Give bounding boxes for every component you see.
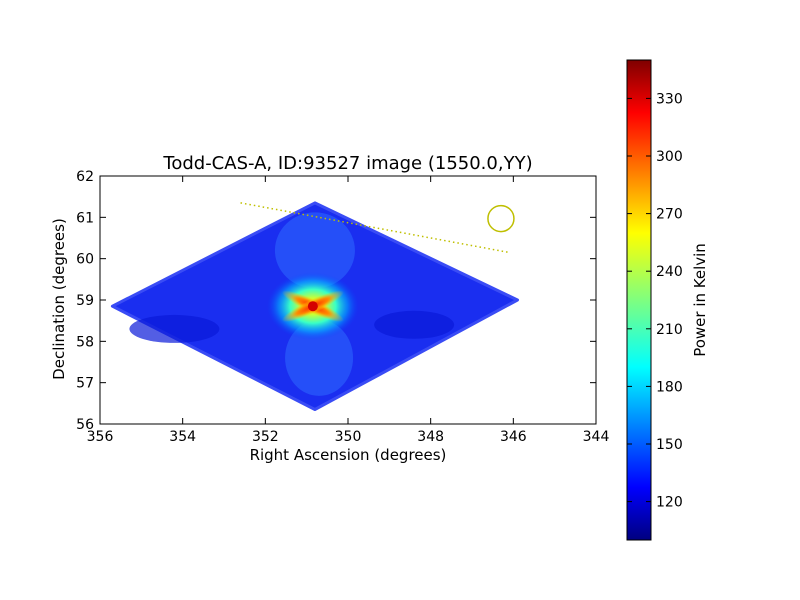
- y-tick-label: 62: [76, 169, 94, 185]
- low-power-region: [129, 314, 220, 343]
- low-power-region: [374, 310, 455, 339]
- y-tick-label: 59: [76, 293, 94, 309]
- colorbar-tick-label: 180: [656, 379, 683, 395]
- colorbar-ticks: 120 150 180 210 240 270 300 330: [627, 91, 683, 511]
- heatmap-image: [110, 201, 519, 411]
- sidelobe-region: [274, 212, 355, 289]
- colorbar-tick-label: 240: [656, 264, 683, 280]
- beam-circle: [487, 204, 515, 233]
- colorbar-tick-label: 270: [656, 207, 683, 223]
- x-tick-label: 352: [252, 429, 279, 445]
- y-tick-label: 56: [76, 417, 94, 433]
- colorbar-tick-label: 150: [656, 437, 683, 453]
- colorbar-tick-label: 120: [656, 495, 683, 511]
- source-peak: [307, 301, 318, 312]
- chart-title: Todd-CAS-A, ID:93527 image (1550.0,YY): [162, 153, 532, 174]
- colorbar-gradient: [626, 59, 652, 541]
- colorbar-tick-label: 300: [656, 149, 683, 165]
- x-tick-label: 354: [169, 429, 196, 445]
- x-tick-label: 346: [500, 429, 527, 445]
- y-tick-label: 60: [76, 252, 94, 268]
- x-axis: 356 354 352 350 348 346 344: [87, 176, 610, 445]
- x-tick-label: 350: [335, 429, 362, 445]
- colorbar: 120 150 180 210 240 270 300 330 Power in Kelvin: [626, 59, 709, 541]
- y-axis: 56 57 58 59 60 61 62: [76, 169, 596, 433]
- horizon-line: [240, 202, 510, 254]
- x-tick-label: 348: [417, 429, 444, 445]
- colorbar-tick-label: 210: [656, 322, 683, 338]
- x-tick-label: 356: [87, 429, 114, 445]
- y-tick-label: 57: [76, 376, 94, 392]
- y-tick-label: 58: [76, 334, 94, 350]
- y-tick-label: 61: [76, 210, 94, 226]
- x-tick-label: 344: [583, 429, 610, 445]
- y-axis-label: Declination (degrees): [50, 218, 68, 380]
- colorbar-tick-label: 330: [656, 91, 683, 107]
- overlays: [240, 202, 515, 254]
- colorbar-label: Power in Kelvin: [691, 243, 709, 357]
- x-axis-label: Right Ascension (degrees): [250, 446, 447, 464]
